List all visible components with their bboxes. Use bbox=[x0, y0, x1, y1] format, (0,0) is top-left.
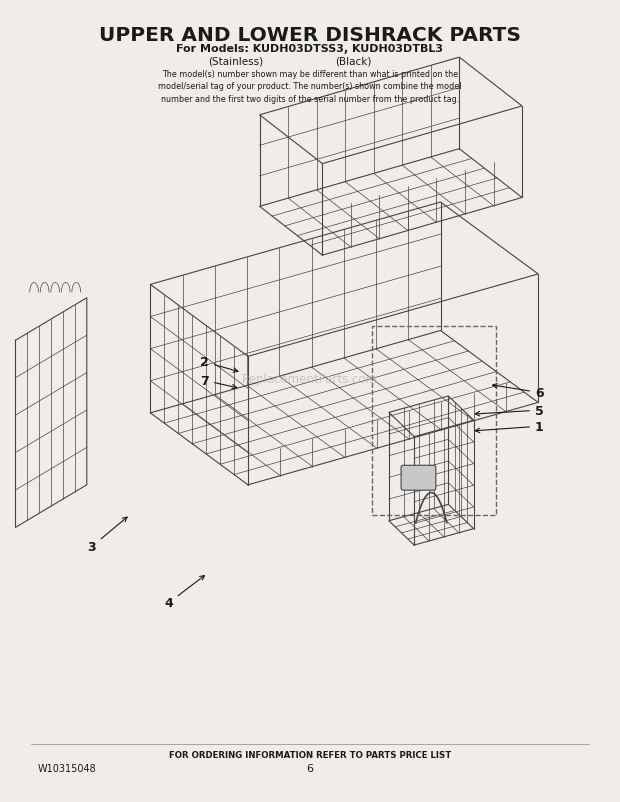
Text: UPPER AND LOWER DISHRACK PARTS: UPPER AND LOWER DISHRACK PARTS bbox=[99, 26, 521, 45]
Text: 6: 6 bbox=[492, 384, 544, 399]
Text: 3: 3 bbox=[87, 517, 127, 553]
Text: 6: 6 bbox=[306, 764, 314, 773]
Text: W10315048: W10315048 bbox=[37, 764, 96, 773]
Text: The model(s) number shown may be different than what is printed on the
model/ser: The model(s) number shown may be differe… bbox=[158, 70, 462, 103]
Text: 1: 1 bbox=[475, 420, 544, 433]
FancyBboxPatch shape bbox=[401, 466, 436, 491]
Text: (Black): (Black) bbox=[335, 56, 371, 66]
Text: FOR ORDERING INFORMATION REFER TO PARTS PRICE LIST: FOR ORDERING INFORMATION REFER TO PARTS … bbox=[169, 750, 451, 759]
Text: 7: 7 bbox=[200, 375, 237, 389]
Text: (Stainless): (Stainless) bbox=[208, 56, 263, 66]
Text: For Models: KUDH03DTSS3, KUDH03DTBL3: For Models: KUDH03DTSS3, KUDH03DTBL3 bbox=[177, 44, 443, 54]
Text: 4: 4 bbox=[164, 576, 205, 610]
Text: ReplacementParts.com: ReplacementParts.com bbox=[242, 372, 378, 385]
Text: 5: 5 bbox=[475, 404, 544, 417]
Text: 2: 2 bbox=[200, 356, 238, 373]
Bar bbox=[372, 326, 496, 515]
